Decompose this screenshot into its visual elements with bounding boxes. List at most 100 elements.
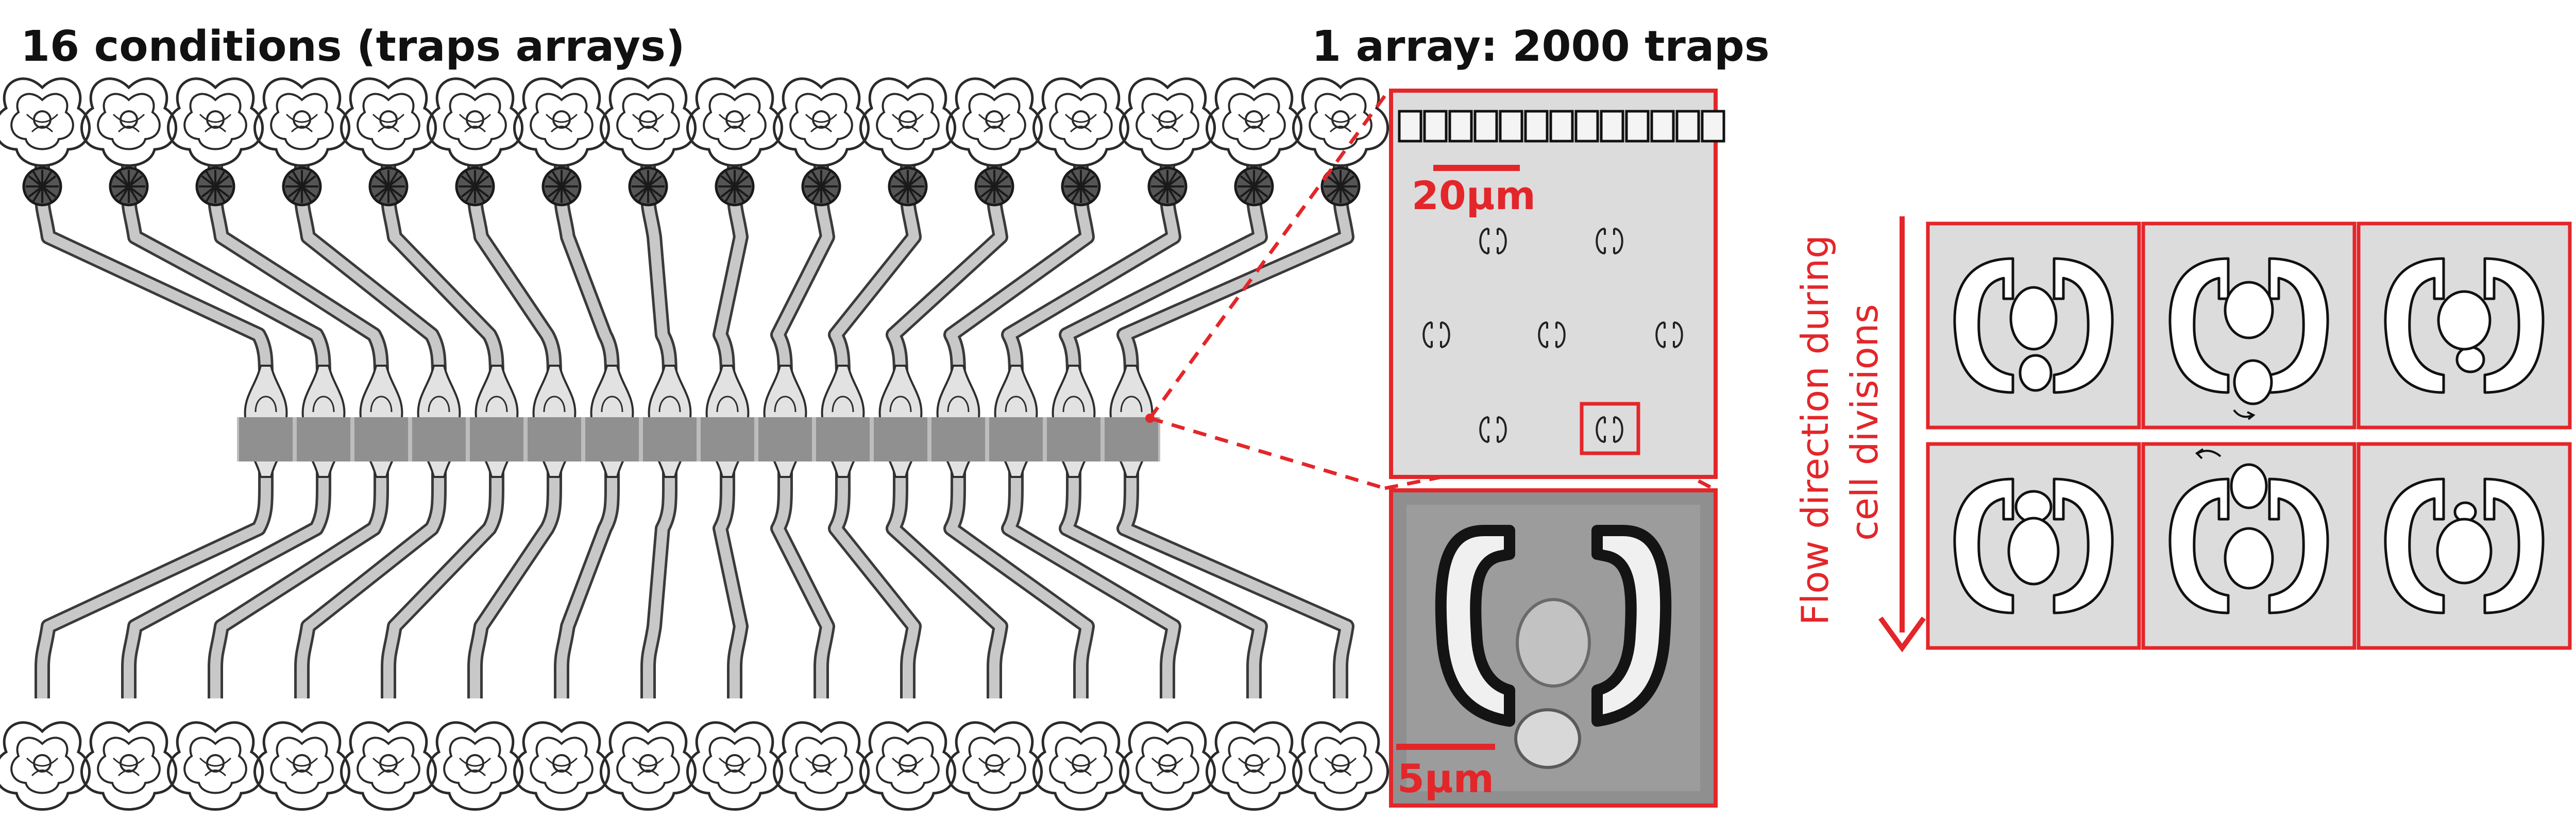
manifold-shape (994, 365, 1038, 418)
inlet-port-icon (255, 79, 349, 166)
trap-outline-square (1650, 110, 1675, 143)
trap-outline-square (1549, 110, 1574, 143)
trap-outline-square (1524, 110, 1549, 143)
trap-array-chamber (931, 417, 985, 461)
outlet-port-icon (774, 723, 868, 810)
trap-array-chamber (989, 417, 1043, 461)
trap-wall-right (2483, 257, 2545, 394)
curved-arrow-icon (2233, 409, 2256, 420)
flow-arrow-head-icon (1878, 617, 1926, 653)
outlet-port-icon (601, 723, 695, 810)
division-sequence-grid (1926, 221, 2572, 650)
trap-array-chamber (297, 417, 350, 461)
inlet-port-icon (81, 79, 176, 166)
filter-icon (716, 168, 753, 205)
inlet-port-icon (428, 79, 522, 166)
inlet-port-icon (860, 79, 955, 166)
division-panel (2141, 221, 2357, 430)
trap-outline-square (1398, 110, 1422, 143)
trap-micrograph-panel: 5µm (1389, 488, 1718, 808)
microfluidic-device (0, 79, 1388, 810)
scalebar-20um-label: 20µm (1412, 173, 1536, 218)
inlet-port-icon (341, 79, 435, 166)
outlet-port-icon (860, 723, 955, 810)
manifold-shape (590, 365, 634, 418)
filter-icon (110, 168, 147, 205)
trap-outline-square (1675, 110, 1700, 143)
outlet-port-icon (1207, 723, 1301, 810)
inlet-port-icon (947, 79, 1041, 166)
manifold-shape (1052, 365, 1096, 418)
trap-outline-row (1398, 110, 1725, 143)
curved-arrow-icon (2195, 448, 2222, 459)
channel (946, 456, 1092, 698)
manifold-shape (417, 365, 461, 418)
channel (124, 456, 329, 698)
manifold-shape (821, 365, 865, 418)
mother-cell (2007, 517, 2060, 586)
channel (643, 456, 675, 698)
outlet-port-icon (947, 723, 1041, 810)
filter-icon (889, 168, 926, 205)
outlet-port-icon (687, 723, 782, 810)
inlet-port-icon (1120, 79, 1214, 166)
outlet-port-icon (255, 723, 349, 810)
outlet-port-icon (1120, 723, 1214, 810)
inlet-port-icon (1293, 79, 1387, 166)
mother-cell (2009, 286, 2058, 351)
trap-wall-right (2053, 257, 2114, 394)
filter-icon (24, 168, 61, 205)
trap-outline-square (1701, 110, 1725, 143)
trap-array-chamber (701, 417, 754, 461)
flow-label-line1: Flow direction during (1793, 235, 1837, 625)
daughter-cell (2019, 354, 2053, 392)
outlet-port-icon (514, 723, 608, 810)
array-zoom-panel: 20µm (1389, 89, 1725, 479)
trap-array-chamber (816, 417, 870, 461)
outlet-port-icon (341, 723, 435, 810)
trap-wall-right (2268, 257, 2329, 394)
trap-outline-square (1600, 110, 1624, 143)
manifold-shape (532, 365, 577, 418)
trap-outline-square (1473, 110, 1498, 143)
division-panel (2357, 442, 2572, 650)
filter-icon (630, 168, 667, 205)
trap-outline-square (1574, 110, 1599, 143)
channel (1061, 456, 1265, 698)
inlet-port-icon (1033, 79, 1128, 166)
channel (383, 456, 502, 698)
mother-cell (2437, 290, 2492, 351)
inlet-port-icon (687, 79, 782, 166)
channel (37, 456, 271, 698)
manifold-shape (244, 365, 288, 418)
channel (210, 456, 386, 698)
outlet-port-icon (428, 723, 522, 810)
filter-icon (976, 168, 1013, 205)
trap-array-chamber (1105, 417, 1158, 461)
filter-icon (543, 168, 580, 205)
channel (556, 456, 617, 698)
trap-array-chamber (412, 417, 466, 461)
inlet-port-icon (168, 79, 262, 166)
inlet-port-icon (0, 79, 90, 166)
inlet-port-icon (774, 79, 868, 166)
division-panel (1926, 221, 2141, 430)
inlet-port-icon (514, 79, 608, 166)
inlet-port-icon (601, 79, 695, 166)
trap-array-chamber (758, 417, 812, 461)
flow-direction-annotation: Flow direction during cell divisions (1793, 216, 1926, 653)
manifold-shape (705, 365, 750, 418)
trap-array-chamber (585, 417, 639, 461)
manifold-shape (936, 365, 980, 418)
manifold-shape (1109, 365, 1154, 418)
trap-wall-left (2168, 477, 2230, 614)
trap-array-chamber (643, 417, 697, 461)
channel (470, 456, 560, 698)
filter-icon (1062, 168, 1099, 205)
trap-wall-left (2168, 257, 2230, 394)
trap-wall-right (2268, 477, 2329, 614)
outlet-port-icon (0, 723, 90, 810)
outlet-port-icon (81, 723, 176, 810)
scalebar-5um-label: 5µm (1397, 756, 1494, 801)
